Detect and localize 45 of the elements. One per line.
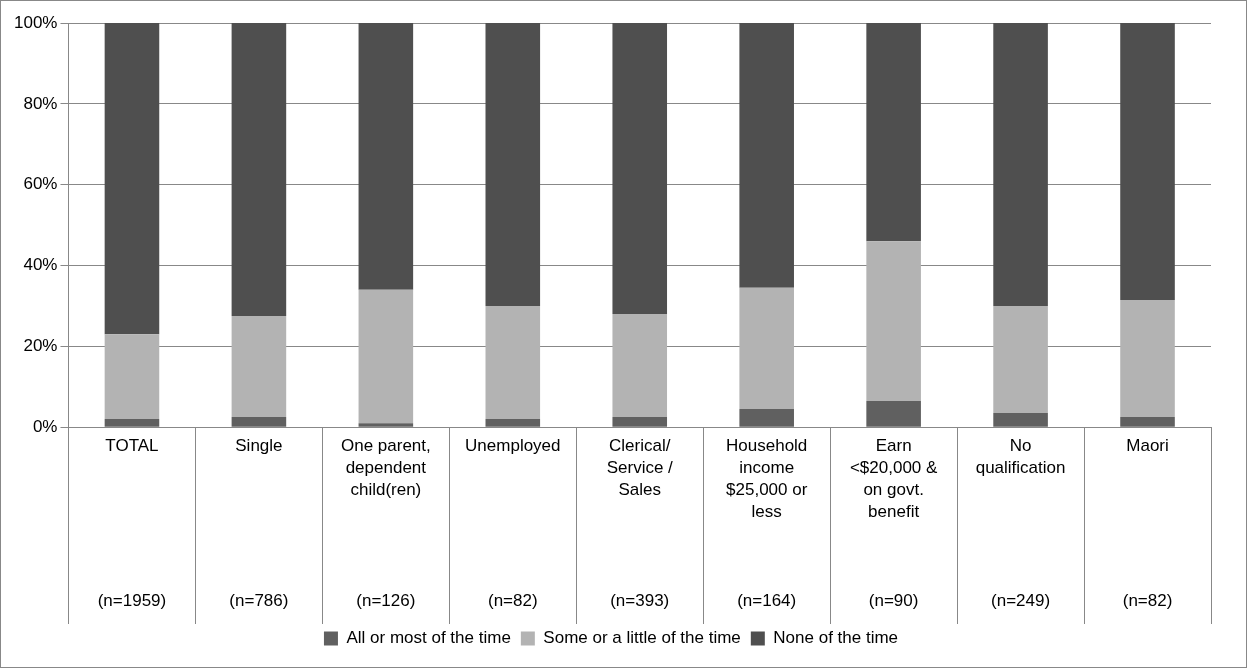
bar bbox=[739, 287, 794, 410]
category-label: TOTAL (n=1959) bbox=[97, 435, 167, 610]
bar bbox=[993, 23, 1048, 306]
bar bbox=[866, 400, 921, 427]
category-label: Maori (n=82) bbox=[1122, 435, 1173, 610]
category-label: Household income $25,000 or less (n=164) bbox=[726, 435, 808, 610]
bar bbox=[104, 334, 160, 420]
bar bbox=[485, 305, 541, 420]
legend-label: All or most of the time bbox=[346, 628, 511, 648]
bar bbox=[485, 419, 541, 427]
bar bbox=[866, 241, 921, 401]
bar bbox=[231, 417, 287, 427]
y-tick-label: 80% bbox=[23, 93, 58, 113]
bar bbox=[1120, 299, 1175, 418]
bar bbox=[993, 305, 1048, 414]
y-tick-label: 20% bbox=[23, 336, 58, 356]
bar bbox=[485, 23, 541, 306]
bar bbox=[739, 409, 794, 427]
y-tick-label: 100% bbox=[14, 12, 58, 32]
bar bbox=[104, 23, 160, 335]
category-label: Single (n=786) bbox=[229, 435, 289, 610]
category-label: No qualification (n=249) bbox=[975, 435, 1066, 610]
category-label: One parent, dependent child(ren) (n=126) bbox=[340, 435, 431, 610]
category-label: Earn <$20,000 & on govt. benefit (n=90) bbox=[849, 435, 938, 610]
y-tick-label: 0% bbox=[32, 416, 58, 436]
bar bbox=[231, 316, 287, 418]
y-tick-label: 40% bbox=[23, 255, 58, 275]
category-label: Unemployed (n=82) bbox=[465, 435, 561, 610]
legend-label: Some or a little of the time bbox=[543, 628, 741, 648]
bar bbox=[739, 23, 794, 288]
bar bbox=[612, 417, 668, 427]
bar bbox=[358, 289, 414, 424]
y-tick-label: 60% bbox=[23, 174, 58, 194]
bar bbox=[993, 413, 1048, 427]
bar bbox=[866, 23, 921, 242]
legend-label: None of the time bbox=[773, 628, 899, 648]
bar bbox=[1120, 417, 1175, 427]
category-label: Clerical/ Service / Sales (n=393) bbox=[606, 435, 673, 610]
bar bbox=[104, 419, 160, 427]
bar bbox=[231, 23, 287, 317]
bar bbox=[1120, 23, 1175, 300]
bar bbox=[358, 423, 414, 427]
bar bbox=[358, 23, 414, 290]
bar bbox=[612, 314, 668, 418]
bar bbox=[612, 23, 668, 315]
